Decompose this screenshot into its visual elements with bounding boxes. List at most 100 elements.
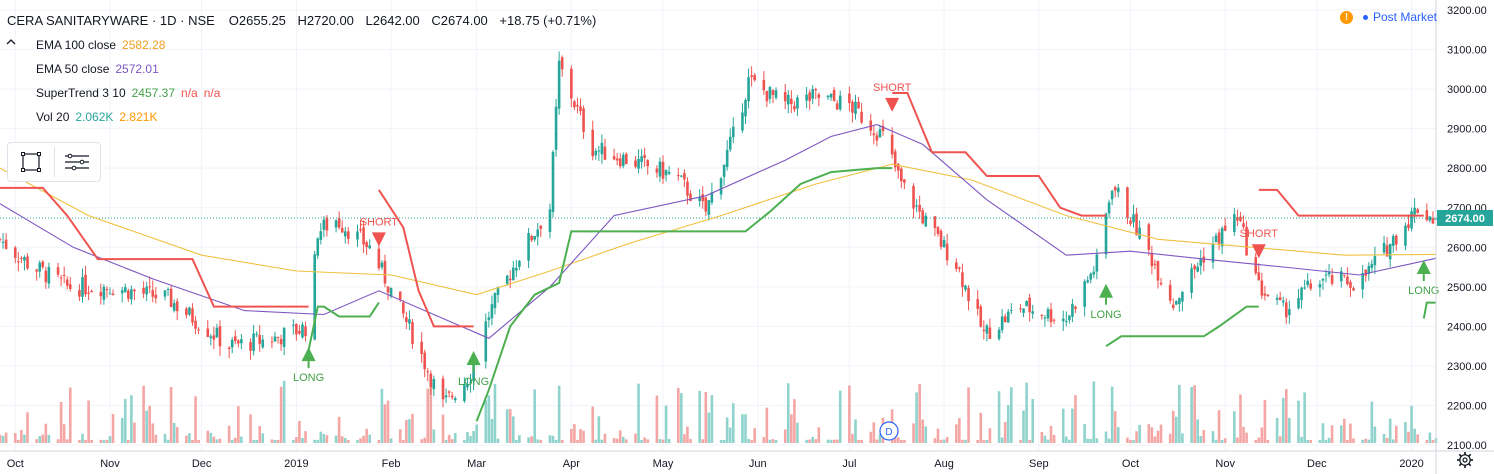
volume-bar — [1303, 392, 1306, 443]
volume-bar — [319, 431, 323, 443]
candle-body — [469, 382, 472, 384]
candle-body — [1, 241, 5, 243]
rectangle-tool-button[interactable] — [8, 143, 54, 181]
candle-body — [548, 209, 552, 232]
candle-body — [793, 106, 796, 110]
volume-bar — [1416, 434, 1419, 443]
candle-body — [1431, 218, 1435, 224]
candle-body — [337, 218, 341, 228]
volume-bar — [1071, 408, 1074, 443]
y-tick-label: 2300.00 — [1447, 361, 1487, 373]
chevron-up-icon[interactable] — [4, 35, 18, 49]
candle-body — [646, 160, 650, 167]
volume-bar — [386, 400, 390, 443]
chart-legend: CERA SANITARYWARE · 1D · NSE O2655.25 H2… — [7, 9, 604, 129]
volume-bar — [1003, 422, 1007, 443]
settings-gear-icon[interactable] — [1456, 451, 1474, 469]
candle-body — [450, 395, 454, 398]
post-market-status[interactable]: ! Post Market — [1340, 10, 1437, 24]
volume-bar — [744, 414, 747, 443]
volume-bar — [133, 422, 136, 443]
candle-body — [600, 142, 604, 155]
volume-bar — [515, 440, 518, 443]
candle-body — [233, 336, 237, 341]
candle-body — [26, 256, 29, 269]
symbol-row: CERA SANITARYWARE · 1D · NSE O2655.25 H2… — [7, 9, 604, 33]
long-signal-label: LONG — [1090, 309, 1121, 321]
candle-body — [447, 391, 451, 393]
volume-bar — [212, 436, 216, 443]
menu-button[interactable] — [54, 143, 100, 181]
x-tick-label: Aug — [934, 458, 954, 470]
candle-body — [985, 325, 989, 334]
candle-body — [982, 329, 986, 332]
candle-body — [81, 277, 84, 297]
candle-body — [1260, 280, 1264, 296]
candle-body — [1266, 294, 1270, 297]
x-tick-label: Sep — [1029, 458, 1049, 470]
candle-body — [1126, 187, 1129, 218]
volume-bar — [1410, 405, 1413, 443]
candle-body — [1153, 263, 1157, 265]
candle-body — [786, 94, 790, 105]
volume-bar — [450, 439, 454, 443]
volume-bar — [261, 433, 265, 443]
symbol-title[interactable]: CERA SANITARYWARE · 1D · NSE — [7, 13, 215, 28]
event-badge[interactable]: D — [879, 421, 899, 441]
candle-body — [68, 284, 72, 289]
volume-bar — [808, 439, 811, 443]
volume-bar — [1046, 439, 1050, 443]
volume-bar — [707, 412, 711, 443]
alert-icon[interactable]: ! — [1340, 10, 1353, 24]
volume-bar — [875, 439, 879, 443]
volume-bar — [130, 395, 133, 443]
volume-bar — [1171, 410, 1175, 443]
volume-bar — [359, 438, 362, 443]
volume-bar — [686, 426, 689, 443]
volume-bar — [292, 439, 295, 443]
volume-bar — [786, 383, 790, 443]
volume-bar — [579, 429, 582, 443]
indicator-value: 2457.37 — [131, 86, 176, 100]
candle-body — [560, 57, 564, 70]
volume-bar — [1083, 424, 1086, 443]
candle-body — [783, 91, 787, 102]
volume-bar — [1135, 431, 1138, 443]
volume-bar — [1367, 439, 1371, 443]
volume-bar — [1116, 427, 1120, 443]
candle-body — [386, 286, 390, 293]
candle-body — [1010, 309, 1013, 311]
volume-bar — [194, 396, 197, 443]
indicator-volume[interactable]: Vol 20 2.062K 2.821K — [7, 105, 604, 129]
x-tick-label: Mar — [467, 458, 486, 470]
candle-body — [206, 328, 210, 337]
candle-body — [261, 339, 265, 348]
candle-body — [612, 156, 616, 160]
candle-body — [1135, 213, 1138, 236]
volume-bar — [17, 439, 20, 443]
volume-bar — [1113, 411, 1117, 443]
candle-body — [197, 329, 200, 331]
indicator-supertrend[interactable]: SuperTrend 3 10 2457.37 n/a n/a — [7, 81, 604, 105]
volume-bar — [1275, 417, 1279, 443]
candle-body — [420, 341, 423, 355]
volume-bar — [227, 425, 231, 443]
volume-bar — [557, 385, 561, 443]
candle-body — [249, 342, 252, 351]
indicator-ema50[interactable]: EMA 50 close 2572.01 — [7, 57, 604, 81]
volume-bar — [405, 419, 408, 443]
candle-body — [423, 352, 426, 370]
indicator-ema100[interactable]: EMA 100 close 2582.28 — [7, 33, 604, 57]
candle-body — [301, 324, 304, 338]
volume-bar — [591, 406, 595, 443]
volume-bar — [551, 435, 555, 443]
candle-body — [667, 171, 671, 174]
volume-bar — [175, 427, 179, 443]
candle-body — [411, 322, 414, 344]
candle-body — [1214, 235, 1218, 243]
volume-bar — [646, 439, 650, 443]
candle-body — [774, 90, 778, 98]
candle-body — [634, 160, 637, 167]
volume-bar — [1327, 437, 1331, 443]
